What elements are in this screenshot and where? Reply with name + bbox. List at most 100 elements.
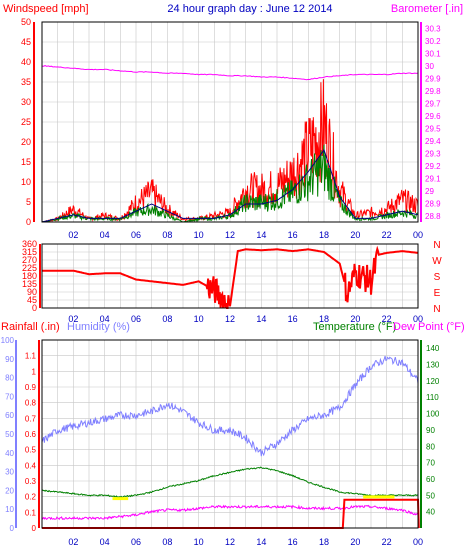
rainfall-tick-label: 0.9 [25,383,37,392]
windspeed-tick-label: 35 [21,77,31,87]
barometer-tick-label: 28.8 [425,212,441,221]
barometer-tick-label: 29.5 [425,124,441,133]
temp-x-tick-label: 16 [288,537,298,547]
compass-label: N [433,304,440,315]
temperature-panel-axes: 0 0.1 0.2 0.3 0.4 0.5 0.6 0.7 0.8 0.9 1 1.1 0 10 20 30 4… [1,336,440,547]
wind-x-tick-label: 00 [413,230,423,240]
rainfall-tick-label: 0.8 [25,399,37,408]
barometer-tick-label: 30 [425,62,434,71]
wind-x-tick-label: 02 [68,230,78,240]
rainfall-tick-label: 1 [32,367,37,376]
wind-panel-series [41,65,419,223]
windspeed-tick-label: 30 [21,97,31,107]
barometer-tick-label: 29.6 [425,112,441,121]
humidity-tick-label: 80 [5,374,14,383]
wind-x-tick-label: 10 [194,230,204,240]
humidity-axis-title: Humidity (%) [67,321,130,333]
rainfall-tick-label: 1.1 [25,352,37,361]
temperature-line [41,466,419,498]
rainfall-tick-label: 0.2 [25,493,37,502]
windspeed-tick-label: 20 [21,137,31,147]
wind-x-tick-label: 08 [162,230,172,240]
humidity-tick-label: 30 [5,468,14,477]
direction-x-tick-label: 04 [100,314,110,324]
temperature-tick-label: 90 [426,426,435,435]
wind-x-tick-label: 20 [350,230,360,240]
temperature-panel: 0 0.1 0.2 0.3 0.4 0.5 0.6 0.7 0.8 0.9 1 1.1 0 10 20 30 4… [1,336,440,547]
temp-x-tick-label: 06 [131,537,141,547]
windspeed-tick-label: 25 [21,117,31,127]
wind-x-tick-label: 18 [319,230,329,240]
dewpoint-line [41,504,419,521]
direction-x-tick-label: 20 [350,314,360,324]
wind-x-tick-label: 04 [100,230,110,240]
barometer-tick-label: 30.3 [425,24,441,33]
compass-label: N [433,240,440,251]
wind-x-tick-label: 06 [131,230,141,240]
humidity-tick-label: 60 [5,411,14,420]
barometer-tick-label: 29.1 [425,174,441,183]
direction-tick-label: 225 [22,263,37,273]
temperature-tick-label: 130 [426,361,440,370]
wind-trend-line [41,148,419,223]
barometer-axis-title: Barometer [.in] [391,3,463,15]
direction-tick-label: 270 [22,255,37,265]
rainfall-tick-label: 0.3 [25,477,37,486]
barometer-tick-label: 29.8 [425,87,441,96]
wind-panel-grid [42,21,418,223]
temperature-tick-label: 50 [426,491,435,500]
barometer-tick-label: 29.7 [425,99,441,108]
temp-x-tick-label: 08 [162,537,172,547]
wind-panel: 0 5 10 15 20 25 30 35 40 45 50 28.8 28.9 29 29.1 29.2 29… [21,17,441,240]
temperature-axis-title: Temperature (°F) [313,321,396,333]
windspeed-axis-title: Windspeed [mph] [3,3,89,15]
barometer-tick-label: 29.2 [425,162,441,171]
rainfall-line [42,498,420,529]
chart-title: 24 hour graph day : June 12 2014 [167,3,332,15]
direction-tick-label: 0 [32,303,37,313]
wind-x-tick-label: 12 [225,230,235,240]
rainfall-tick-label: 0.4 [25,461,37,470]
windspeed-tick-label: 5 [26,197,31,207]
direction-x-tick-label: 10 [194,314,204,324]
windspeed-tick-label: 45 [21,37,31,47]
temperature-tick-label: 120 [426,377,440,386]
wind-average-line [41,144,419,223]
direction-x-tick-label: 06 [131,314,141,324]
direction-tick-label: 135 [22,279,37,289]
temperature-tick-label: 40 [426,508,435,517]
humidity-tick-label: 50 [5,430,14,439]
temperature-tick-label: 60 [426,475,435,484]
compass-label: S [434,272,441,283]
barometer-tick-label: 29 [425,187,434,196]
temp-x-tick-label: 14 [256,537,266,547]
barometer-tick-label: 30.1 [425,49,441,58]
direction-x-tick-label: 12 [225,314,235,324]
barometer-tick-label: 29.4 [425,137,441,146]
temp-x-tick-label: 22 [382,537,392,547]
barometer-tick-label: 30.2 [425,37,441,46]
temp-x-tick-label: 18 [319,537,329,547]
humidity-tick-label: 10 [5,505,14,514]
wind-x-tick-label: 22 [382,230,392,240]
windspeed-tick-label: 10 [21,177,31,187]
temp-x-tick-label: 10 [194,537,204,547]
barometer-tick-label: 29.9 [425,74,441,83]
barometer-tick-label: 29.3 [425,149,441,158]
direction-panel-frame [41,243,419,309]
direction-x-tick-label: 18 [319,314,329,324]
temperature-panel-frame [41,339,419,529]
direction-panel-series [42,245,419,309]
wind-x-tick-label: 16 [288,230,298,240]
temperature-tick-label: 80 [426,442,435,451]
wind-x-tick-label: 14 [256,230,266,240]
dewpoint-axis-title: Dew Point (°F) [393,321,465,333]
humidity-tick-label: 90 [5,355,14,364]
temperature-tick-label: 140 [426,344,440,353]
direction-tick-label: 90 [27,287,37,297]
temperature-tick-label: 110 [426,393,439,402]
wind-panel-frame [41,21,419,223]
direction-x-tick-label: 14 [256,314,266,324]
